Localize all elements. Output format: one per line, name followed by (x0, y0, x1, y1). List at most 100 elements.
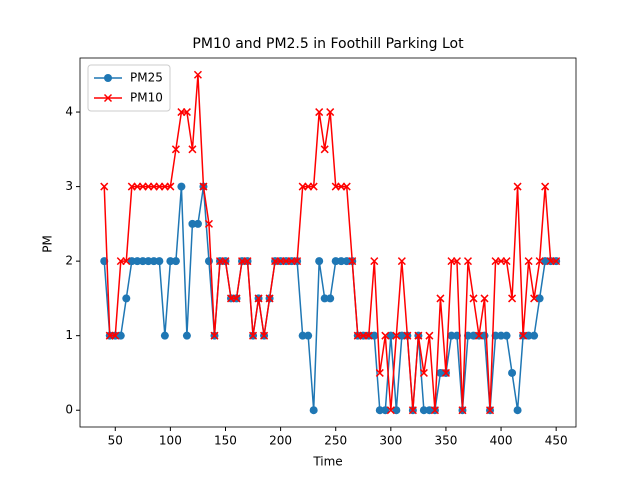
point (370, 331, 379, 340)
point (458, 406, 467, 415)
legend-label: PM10 (130, 91, 163, 105)
point (370, 257, 379, 266)
point (436, 368, 445, 377)
point (199, 182, 208, 191)
point (364, 331, 373, 340)
point (254, 294, 263, 303)
point (397, 257, 406, 266)
point (171, 145, 180, 154)
point (188, 219, 197, 228)
x-tick-label: 400 (490, 434, 513, 448)
point (127, 257, 136, 266)
point (474, 331, 484, 340)
legend-label: PM25 (130, 71, 163, 85)
point (463, 257, 473, 266)
point (166, 182, 175, 191)
point (502, 257, 511, 266)
y-tick-label: 1 (65, 328, 73, 342)
point (541, 182, 550, 191)
point (392, 331, 401, 340)
point (309, 182, 318, 191)
point (386, 331, 395, 340)
point (342, 257, 351, 266)
point (348, 257, 357, 266)
point (375, 406, 384, 415)
point (116, 331, 125, 340)
point (403, 331, 412, 340)
point (204, 219, 213, 228)
chart-title: PM10 and PM2.5 in Foothill Parking Lot (192, 36, 464, 52)
point (204, 257, 213, 266)
point (397, 331, 406, 340)
point (298, 331, 307, 340)
point (480, 294, 489, 303)
point (513, 406, 522, 415)
point (485, 406, 495, 415)
point (375, 368, 384, 377)
point (122, 257, 131, 266)
x-tick-label: 250 (324, 434, 347, 448)
y-tick-label: 3 (65, 179, 73, 193)
point (530, 331, 539, 340)
axes-frame (79, 57, 577, 428)
point (144, 257, 153, 266)
point (408, 406, 417, 415)
point (524, 257, 533, 266)
point (502, 331, 511, 340)
x-tick-label: 50 (108, 434, 123, 448)
point (508, 294, 517, 303)
x-tick-label: 200 (269, 434, 292, 448)
point (342, 182, 351, 191)
point (392, 406, 401, 415)
point (469, 294, 478, 303)
point (386, 406, 395, 415)
point (122, 294, 131, 303)
y-tick-label: 4 (65, 105, 73, 119)
point (315, 108, 324, 117)
point (497, 331, 506, 340)
x-tick-label: 100 (159, 434, 182, 448)
point (541, 257, 550, 266)
point (309, 406, 318, 415)
point (513, 182, 522, 191)
point (304, 331, 313, 340)
point (441, 368, 450, 377)
point (337, 257, 346, 266)
point (232, 294, 241, 303)
point (166, 257, 175, 266)
point (508, 368, 517, 377)
point (193, 70, 202, 79)
legend-marker (104, 74, 112, 82)
point (320, 294, 329, 303)
point (260, 331, 269, 340)
point (469, 331, 478, 340)
point (149, 257, 158, 266)
point (381, 331, 390, 340)
point (111, 331, 120, 340)
point (177, 182, 186, 191)
y-axis-label: PM (41, 235, 55, 253)
y-tick-label: 2 (65, 254, 73, 268)
point (519, 331, 528, 340)
point (188, 145, 197, 154)
point (320, 145, 329, 154)
point (381, 406, 390, 415)
point (138, 257, 147, 266)
point (447, 331, 456, 340)
point (452, 257, 461, 266)
point (182, 331, 191, 340)
point (249, 331, 258, 340)
x-tick-label: 450 (545, 434, 568, 448)
legend-marker (103, 93, 113, 103)
point (326, 108, 335, 117)
point (535, 294, 544, 303)
point (221, 257, 230, 266)
point (155, 257, 164, 266)
point (243, 257, 252, 266)
point (419, 368, 428, 377)
point (331, 257, 340, 266)
x-axis-label: Time (312, 455, 342, 469)
point (425, 406, 434, 415)
point (265, 294, 274, 303)
